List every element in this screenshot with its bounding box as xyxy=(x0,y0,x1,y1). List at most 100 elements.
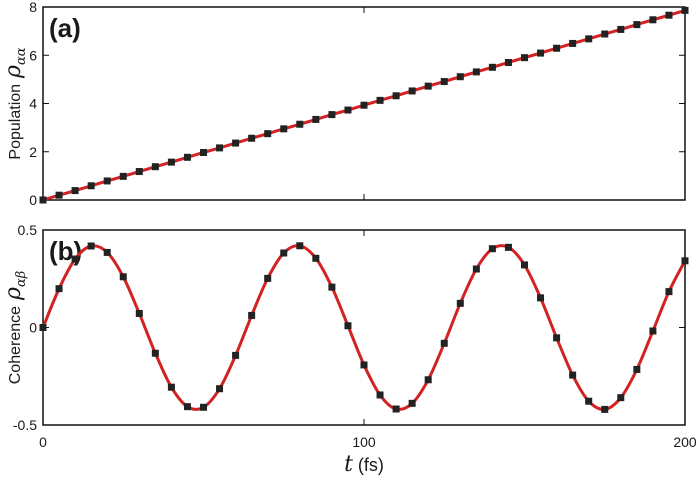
y-tick-label: 6 xyxy=(29,47,37,63)
data-marker xyxy=(312,254,320,262)
data-marker xyxy=(87,182,95,190)
data-marker xyxy=(488,245,496,253)
data-line xyxy=(41,244,687,411)
data-marker xyxy=(440,78,448,86)
data-marker xyxy=(183,403,191,411)
data-marker xyxy=(504,243,512,251)
data-marker xyxy=(55,285,63,293)
data-marker xyxy=(665,288,673,296)
data-marker xyxy=(408,87,416,95)
data-marker xyxy=(312,115,320,123)
y-tick-label: 2 xyxy=(29,144,37,160)
data-marker xyxy=(585,35,593,43)
data-marker xyxy=(456,299,464,307)
data-marker xyxy=(328,111,336,119)
y-label-text: Coherence xyxy=(7,306,24,384)
panel-label: (a) xyxy=(49,13,81,43)
x-axis-label: t (fs) xyxy=(344,452,384,477)
y-label-symbol: ρ xyxy=(1,287,26,301)
data-marker xyxy=(521,54,528,62)
y-axis-label: Coherence ραβ xyxy=(1,271,29,385)
x-tick-label: 0 xyxy=(39,434,47,450)
data-marker xyxy=(392,405,400,413)
data-marker xyxy=(200,148,207,156)
data-marker xyxy=(39,196,47,204)
data-marker xyxy=(232,351,240,359)
x-tick-label: 100 xyxy=(352,434,376,450)
data-marker xyxy=(585,397,593,405)
data-marker xyxy=(344,106,352,114)
data-marker xyxy=(633,365,641,373)
data-marker xyxy=(681,257,689,265)
data-marker xyxy=(71,255,79,263)
data-marker xyxy=(569,371,577,379)
data-marker xyxy=(344,322,352,330)
y-tick-label: 0.5 xyxy=(18,222,38,238)
data-marker xyxy=(135,168,143,176)
data-marker xyxy=(617,25,625,33)
y-label-subscript: αα xyxy=(14,47,29,65)
y-label-symbol: ρ xyxy=(1,65,26,79)
data-marker xyxy=(569,39,577,47)
data-marker xyxy=(424,82,432,90)
data-marker xyxy=(601,405,609,413)
data-marker xyxy=(553,334,561,342)
data-marker xyxy=(649,16,657,24)
data-marker xyxy=(649,327,657,335)
data-marker xyxy=(553,44,561,52)
data-marker xyxy=(103,248,111,256)
data-marker xyxy=(232,139,240,147)
data-marker xyxy=(264,130,272,138)
data-marker xyxy=(167,158,175,166)
data-marker xyxy=(360,101,368,109)
data-marker xyxy=(537,49,545,57)
data-marker xyxy=(360,361,368,369)
y-tick-label: 0 xyxy=(29,192,37,208)
data-marker xyxy=(633,21,641,29)
data-marker xyxy=(328,283,336,291)
data-marker xyxy=(151,349,159,357)
y-tick-label: 4 xyxy=(29,96,37,112)
y-label-text: Population xyxy=(7,84,24,160)
data-marker xyxy=(392,92,400,100)
data-marker xyxy=(135,309,143,317)
data-marker xyxy=(296,242,304,250)
y-tick-label: -0.5 xyxy=(13,417,37,433)
x-label-text: (fs) xyxy=(358,455,384,475)
data-marker xyxy=(376,96,384,104)
data-marker xyxy=(408,399,416,407)
data-marker xyxy=(617,394,625,402)
data-marker xyxy=(39,324,47,331)
data-marker xyxy=(440,339,448,347)
data-marker xyxy=(167,383,175,391)
data-marker xyxy=(103,177,111,185)
y-tick-label: 8 xyxy=(29,0,37,15)
data-marker xyxy=(151,163,159,171)
data-marker xyxy=(504,58,512,66)
data-marker xyxy=(71,187,79,195)
data-marker xyxy=(601,30,609,38)
data-marker xyxy=(665,11,673,19)
data-marker xyxy=(456,73,464,81)
data-marker xyxy=(216,144,224,152)
data-marker xyxy=(87,242,95,250)
data-marker xyxy=(521,261,528,269)
data-marker xyxy=(681,6,689,14)
data-marker xyxy=(55,191,63,199)
data-marker xyxy=(424,376,432,384)
data-marker xyxy=(296,120,304,128)
data-marker xyxy=(280,249,288,257)
data-marker xyxy=(488,63,496,71)
data-marker xyxy=(280,125,288,133)
data-marker xyxy=(537,294,545,302)
data-marker xyxy=(183,153,191,161)
data-marker xyxy=(119,172,127,180)
data-marker xyxy=(216,385,224,393)
x-tick-label: 200 xyxy=(673,434,697,450)
data-marker xyxy=(264,274,272,282)
data-marker xyxy=(376,391,384,399)
y-tick-label: 0 xyxy=(29,320,37,336)
data-marker xyxy=(472,68,480,76)
y-label-subscript: αβ xyxy=(14,271,29,287)
x-label-symbol: t xyxy=(344,452,353,477)
